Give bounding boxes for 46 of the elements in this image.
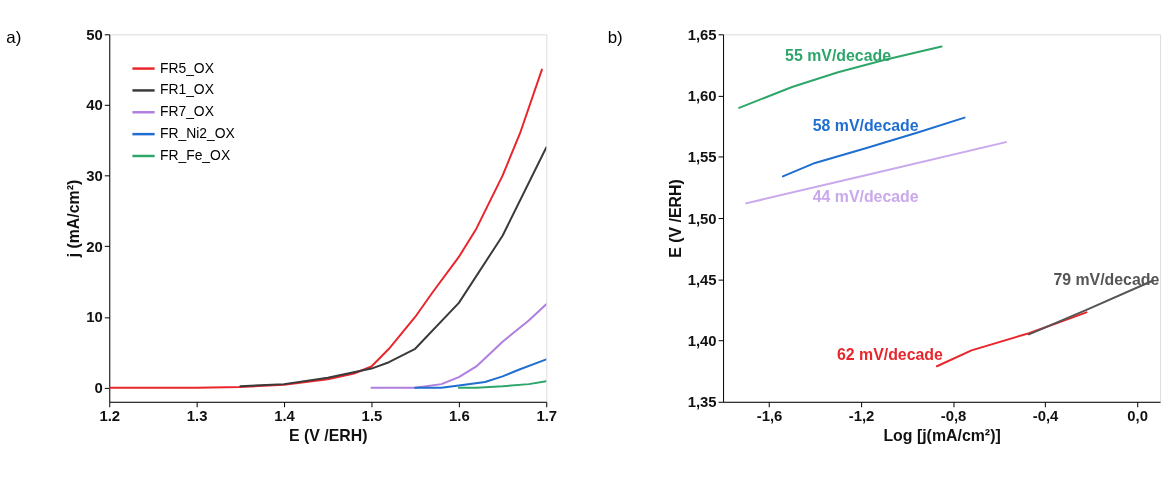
- y-tick-label: 1,55: [687, 149, 717, 166]
- x-tick-label: 1.3: [186, 408, 208, 425]
- y-tick-label: 30: [86, 168, 103, 185]
- y-tick-label: 1,65: [687, 26, 717, 43]
- line-series: [738, 45, 943, 109]
- x-tick-label: -1,6: [756, 408, 783, 425]
- x-tick-label: 1.2: [99, 408, 121, 425]
- y-tick-label: 50: [86, 26, 103, 43]
- x-tick-label: 1.4: [274, 408, 296, 425]
- y-tick-label: 1,40: [687, 333, 717, 350]
- y-tick-label: 1,60: [687, 88, 717, 105]
- y-tick-label: 40: [86, 97, 103, 114]
- line-series: [781, 116, 966, 178]
- x-tick-label: -0,4: [1032, 408, 1060, 425]
- x-tick-label: 1.7: [536, 408, 558, 425]
- annotation: 62 mV/decade: [836, 346, 944, 364]
- annotation: 58 mV/decade: [812, 117, 919, 135]
- y-tick-label: 1,35: [687, 394, 717, 411]
- annotation: 79 mV/decade: [1053, 271, 1160, 289]
- legend-label: FR_Ni2_OX: [159, 125, 235, 142]
- y-tick-label: 20: [86, 238, 103, 255]
- line-series: [414, 358, 547, 389]
- legend-label: FR5_OX: [159, 59, 214, 76]
- y-tick-label: 10: [86, 309, 103, 326]
- legend-label: FR1_OX: [159, 81, 214, 98]
- x-tick-label: 1.6: [449, 408, 470, 425]
- annotation: 55 mV/decade: [785, 47, 892, 65]
- y-tick-label: 0: [94, 380, 103, 397]
- y-axis-title: j (mA/cm²): [65, 179, 83, 259]
- line-series: [239, 146, 547, 388]
- y-tick-label: 1,45: [687, 271, 717, 288]
- x-tick-label: 0,0: [1127, 408, 1148, 425]
- chart-title: a): [6, 28, 22, 48]
- x-tick-label: -0,8: [940, 408, 967, 425]
- legend-label: FR_Fe_OX: [159, 146, 231, 163]
- x-tick-label: 1.5: [361, 408, 383, 425]
- x-tick-label: -1,2: [848, 408, 875, 425]
- chart-title: b): [607, 28, 623, 48]
- line-series: [457, 380, 547, 389]
- annotation: 44 mV/decade: [812, 187, 919, 205]
- line-series: [370, 303, 547, 389]
- x-axis-title: Log [j(mA/cm²)]: [883, 427, 1001, 445]
- x-axis-title: E (V /ERH): [289, 427, 368, 445]
- y-tick-label: 1,50: [687, 210, 717, 227]
- legend-label: FR7_OX: [159, 103, 214, 120]
- y-axis-title: E (V /ERH): [666, 179, 684, 258]
